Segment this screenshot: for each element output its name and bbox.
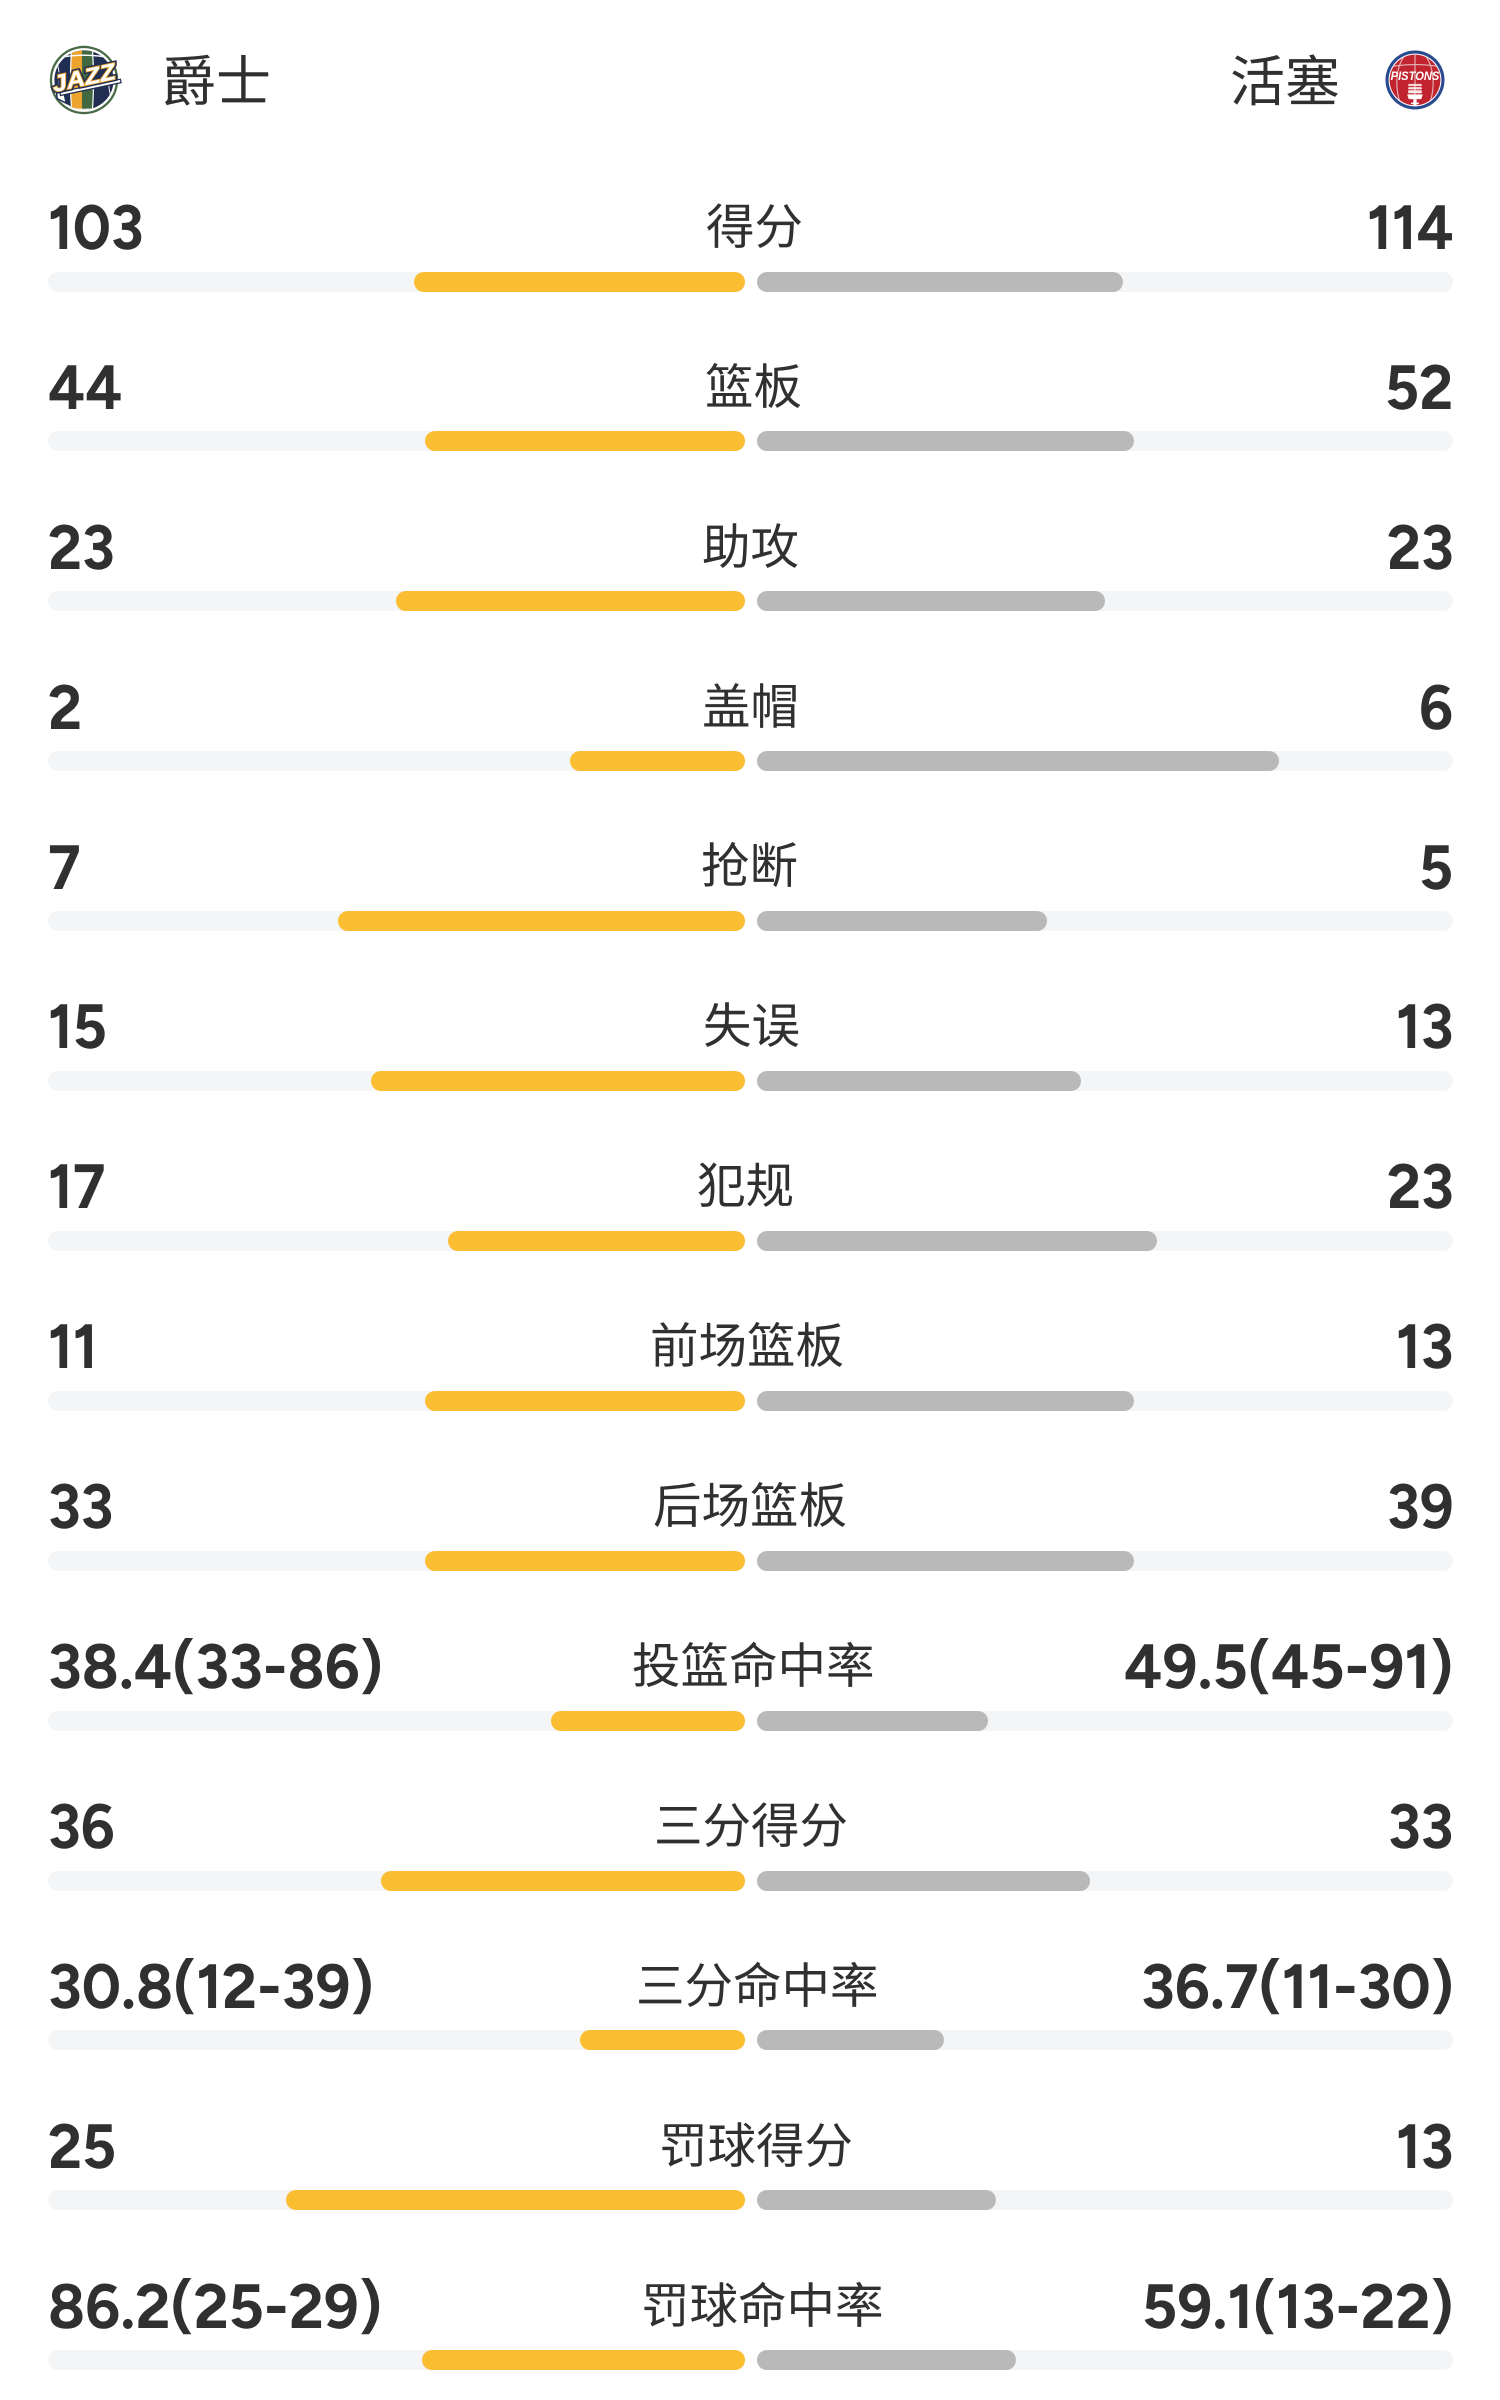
svg-text:PISTONS: PISTONS [1391, 70, 1440, 83]
